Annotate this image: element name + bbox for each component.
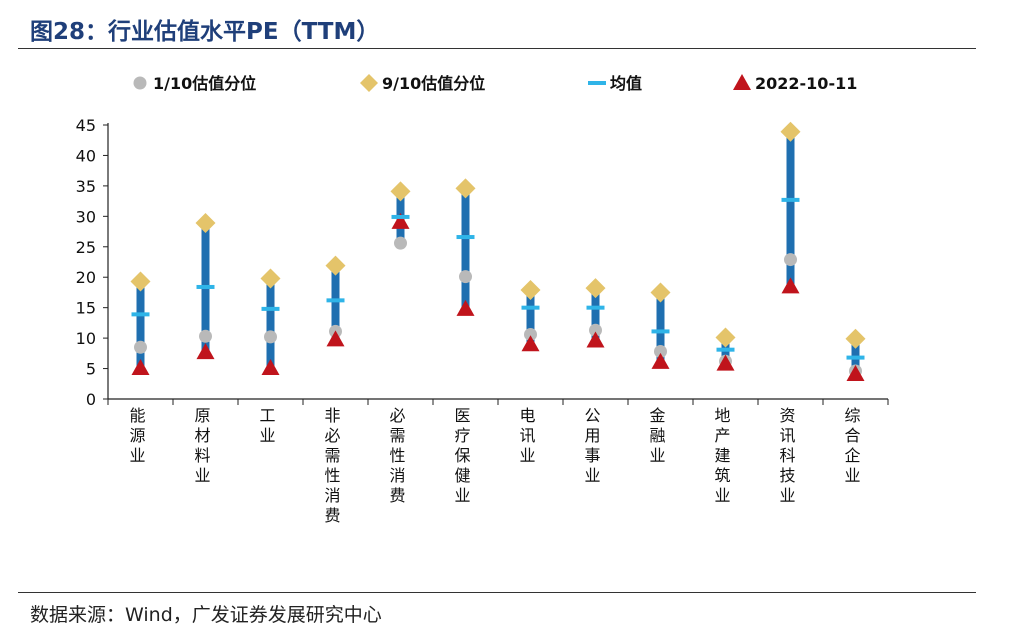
p10-point [264,330,277,344]
range-bar [786,131,795,287]
y-tick-label: 15 [76,299,96,318]
current-point [586,331,605,348]
p90-point [845,328,866,349]
legend-label: 2022-10-11 [755,74,857,93]
title-divider [18,48,976,49]
range-bar [136,281,145,368]
p10-point [394,236,407,250]
p90-point [715,327,736,348]
y-tick-label: 35 [76,177,96,196]
p90-point [585,278,606,299]
p90-point [780,121,801,142]
current-point [846,365,865,382]
current-point [521,335,540,352]
current-point [131,358,150,375]
p10-point [459,270,472,284]
category-label: 必需性消费 [389,406,405,505]
legend-label: 均值 [610,74,642,93]
category-label: 原材料业 [194,406,210,485]
range-bar [526,290,535,345]
source-divider [18,592,976,593]
x-axis: 能源业 原材料业 工业 非必需性消费 必需性消费 医疗保健业 电讯业 公用事业 金融业 地产建筑业… [107,398,889,525]
legend-current-swatch [733,74,751,90]
y-tick-label: 5 [86,360,96,379]
mean-point [586,305,605,310]
plot-marks [130,121,866,382]
legend-p10-swatch [133,76,147,90]
legend-label: 9/10估值分位 [382,74,485,93]
p90-point [195,213,216,234]
mean-point [261,306,280,311]
range-bar [656,292,665,362]
range-bar [331,265,340,340]
p90-point [650,282,671,303]
y-tick-label: 40 [76,146,96,165]
current-point [651,352,670,369]
mean-point [391,214,410,219]
p90-point [390,181,411,202]
y-tick-label: 10 [76,329,96,348]
mean-point [131,312,150,317]
source-note: 数据来源：Wind，广发证券发展研究中心 [30,604,382,626]
mean-point [456,235,475,240]
p90-point [455,178,476,199]
mean-point [326,298,345,303]
category-label: 地产建筑业 [714,406,730,505]
mean-point [781,197,800,202]
mean-point [196,284,215,289]
mean-point [716,347,735,352]
mean-point [521,305,540,310]
current-point [781,277,800,294]
p10-point [654,345,667,359]
y-tick-label: 25 [76,238,96,257]
p10-point [589,323,602,337]
current-point [261,358,280,375]
legend-label: 1/10估值分位 [153,74,256,93]
p90-point [260,268,281,289]
category-label: 医疗保健业 [454,406,470,505]
y-tick-label: 45 [76,116,96,135]
current-point [326,330,345,347]
p90-point [130,271,151,292]
p10-point [134,340,147,354]
p10-point [199,329,212,343]
p90-point [520,280,541,301]
y-axis: 0 5 10 15 20 25 30 35 40 45 [76,116,109,409]
current-point [716,354,735,371]
y-tick-label: 0 [86,390,96,409]
mean-point [651,329,670,334]
category-label: 综合企业 [844,406,860,485]
category-label: 资讯科技业 [779,406,795,505]
legend: 1/10估值分位 9/10估值分位 均值 2022-10-11 [133,74,857,93]
category-label: 能源业 [129,406,145,465]
category-label: 公用事业 [584,406,600,485]
category-label: 工业 [259,406,275,445]
y-tick-label: 30 [76,207,96,226]
p10-point [784,253,797,267]
legend-mean-swatch [588,81,606,85]
p90-point [325,255,346,276]
category-label: 非必需性消费 [324,406,340,525]
range-bar [266,278,275,368]
p10-point [524,327,537,341]
y-tick-label: 20 [76,268,96,287]
mean-point [846,355,865,360]
figure-title: 图28：行业估值水平PE（TTM） [30,19,380,45]
current-point [196,343,215,360]
range-bar [461,188,470,309]
legend-p90-swatch [360,74,378,92]
current-point [456,299,475,316]
current-point [391,212,410,229]
pe-range-chart: 1/10估值分位 9/10估值分位 均值 2022-10-11 0 5 10 15 20 25 3… [76,74,889,525]
category-label: 电讯业 [519,406,535,465]
category-label: 金融业 [649,406,665,465]
range-bar [591,288,600,341]
